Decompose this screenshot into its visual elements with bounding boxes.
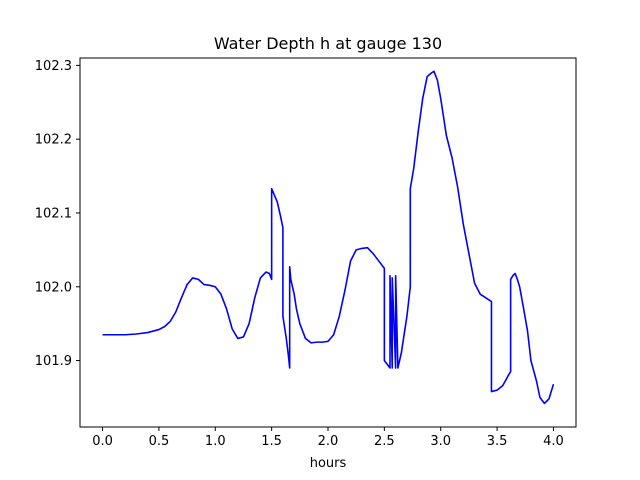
y-tick-label: 102.3 <box>35 59 72 74</box>
x-tick-label: 4.0 <box>543 434 564 449</box>
y-tick-label: 102.0 <box>35 280 72 295</box>
plot-area <box>102 70 555 405</box>
x-tick-label: 2.0 <box>318 434 339 449</box>
series-line-0 <box>102 70 555 405</box>
x-tick-label: 1.5 <box>261 434 282 449</box>
chart-title: Water Depth h at gauge 130 <box>214 34 442 53</box>
y-axis: 101.9 102.0 102.1 102.2 102.3 <box>35 59 80 369</box>
y-tick-label: 101.9 <box>35 354 72 369</box>
x-tick-label: 1.0 <box>205 434 226 449</box>
x-tick-label: 2.5 <box>374 434 395 449</box>
x-axis: 0.0 0.5 1.0 1.5 2.0 2.5 3.0 3.5 4.0 <box>92 427 564 449</box>
x-tick-label: 3.5 <box>487 434 508 449</box>
x-axis-label: hours <box>310 456 347 471</box>
x-tick-label: 0.5 <box>149 434 170 449</box>
y-tick-label: 102.1 <box>35 206 72 221</box>
x-tick-label: 3.0 <box>430 434 451 449</box>
x-tick-label: 0.0 <box>92 434 113 449</box>
y-tick-label: 102.2 <box>35 133 72 148</box>
axes-frame <box>79 57 577 428</box>
